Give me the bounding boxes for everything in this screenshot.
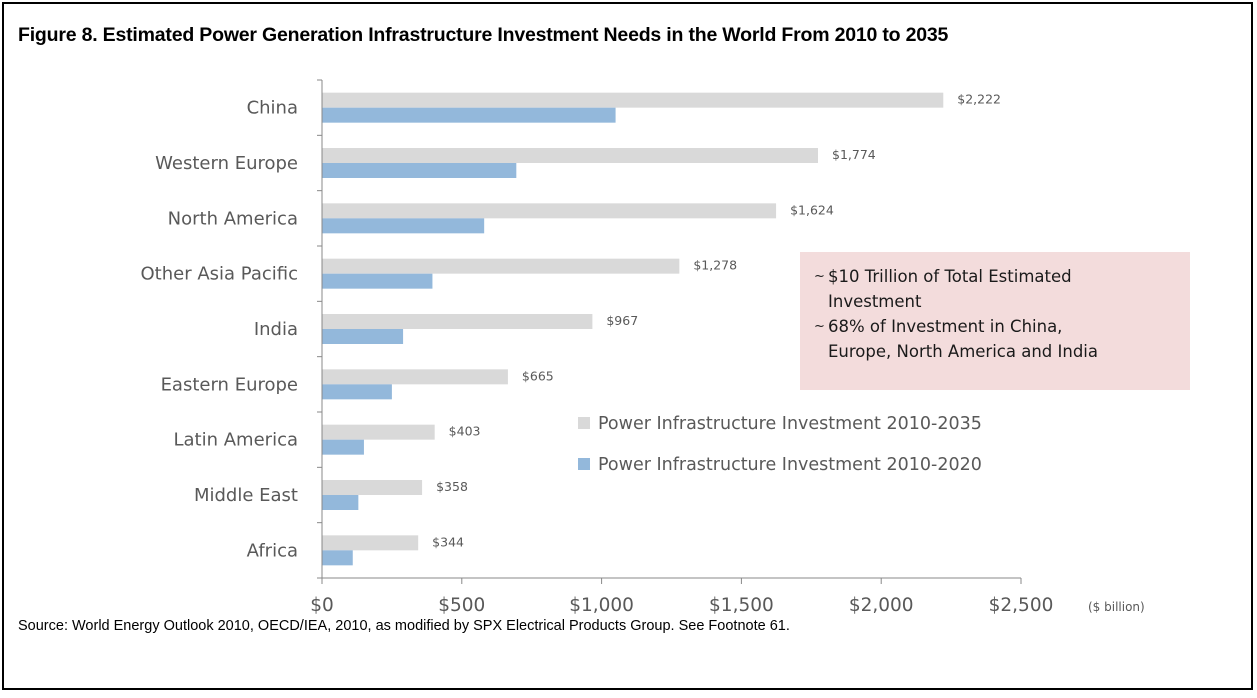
category-label: India xyxy=(254,319,298,340)
callout-box: ~ $10 Trillion of Total Estimated Invest… xyxy=(800,252,1190,390)
bar-2010-2035 xyxy=(322,535,419,551)
category-label: Eastern Europe xyxy=(161,374,298,395)
callout-item: ~ 68% of Investment in China, Europe, No… xyxy=(814,314,1180,364)
data-label: $344 xyxy=(432,534,464,549)
bar-chart: China $2,222 Western Europe $1,774 North Ame… xyxy=(141,79,1145,616)
category-label: North America xyxy=(168,208,298,229)
category-label: Middle East xyxy=(194,485,298,506)
category-label: Other Asia Pacific xyxy=(141,264,298,285)
bar-2010-2035 xyxy=(322,203,777,219)
legend-label: Power Infrastructure Investment 2010-203… xyxy=(598,414,982,434)
bar-2010-2020 xyxy=(322,218,485,234)
callout-item: ~ $10 Trillion of Total Estimated Invest… xyxy=(814,264,1180,314)
data-label: $1,774 xyxy=(832,147,876,162)
callout-text: Europe, North America and India xyxy=(828,342,1098,361)
category-label: China xyxy=(247,98,298,119)
data-label: $358 xyxy=(436,479,468,494)
bar-2010-2035 xyxy=(322,369,508,385)
legend-swatch xyxy=(578,458,590,470)
data-label: $403 xyxy=(449,424,481,439)
bar-2010-2035 xyxy=(322,424,435,440)
category-label: Latin America xyxy=(174,430,299,451)
legend-swatch xyxy=(578,417,590,429)
bar-2010-2020 xyxy=(322,495,359,510)
bar-2010-2020 xyxy=(322,273,433,289)
callout-marker: ~ xyxy=(814,319,825,334)
bar-2010-2020 xyxy=(322,384,392,400)
bar-2010-2035 xyxy=(322,148,819,163)
bar-2010-2020 xyxy=(322,550,353,566)
category-label: Western Europe xyxy=(155,153,298,174)
callout-text: $10 Trillion of Total Estimated xyxy=(828,267,1072,286)
bar-2010-2020 xyxy=(322,163,517,178)
category-label: Africa xyxy=(247,540,298,561)
bar-2010-2035 xyxy=(322,480,423,495)
bar-2010-2035 xyxy=(322,92,944,108)
x-unit-label: ($ billion) xyxy=(1088,600,1145,614)
bar-2010-2035 xyxy=(322,314,593,329)
x-tick-label: $500 xyxy=(438,595,485,616)
x-tick-label: $0 xyxy=(310,595,334,616)
data-label: $1,278 xyxy=(693,258,737,273)
x-tick-label: $2,000 xyxy=(849,595,914,616)
data-label: $967 xyxy=(606,313,638,328)
figure-title: Figure 8. Estimated Power Generation Inf… xyxy=(18,24,949,46)
callout-text: 68% of Investment in China, xyxy=(828,317,1063,336)
bar-2010-2020 xyxy=(322,439,364,455)
callout-text: Investment xyxy=(828,292,922,311)
data-label: $1,624 xyxy=(790,202,834,217)
x-tick-label: $1,000 xyxy=(569,595,634,616)
source-note: Source: World Energy Outlook 2010, OECD/… xyxy=(18,618,790,634)
callout-marker: ~ xyxy=(814,269,825,284)
bar-2010-2035 xyxy=(322,258,680,274)
x-tick-label: $2,500 xyxy=(989,595,1054,616)
bar-2010-2020 xyxy=(322,107,616,123)
x-tick-label: $1,500 xyxy=(709,595,774,616)
data-label: $665 xyxy=(522,368,554,383)
data-label: $2,222 xyxy=(957,92,1001,107)
bar-2010-2020 xyxy=(322,329,404,344)
legend-label: Power Infrastructure Investment 2010-202… xyxy=(598,455,982,475)
